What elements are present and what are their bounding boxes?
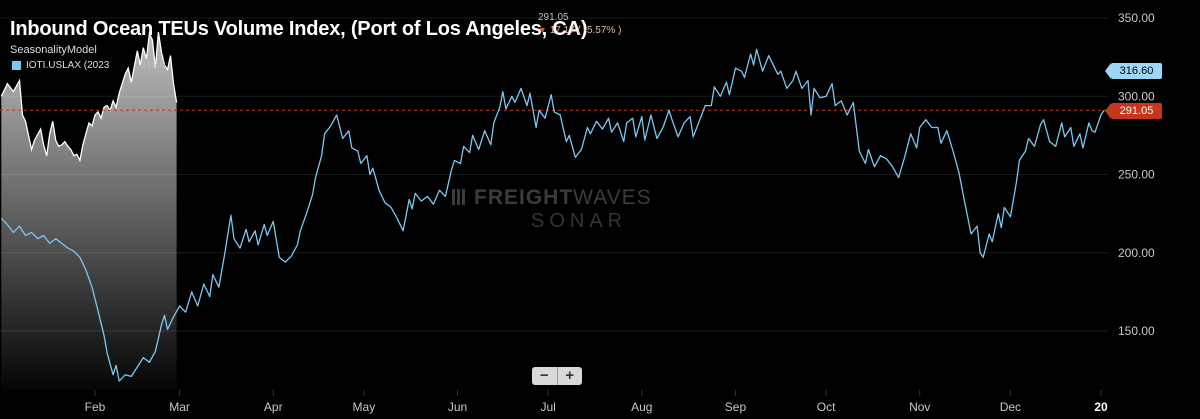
x-tick-label: Sep — [725, 400, 747, 414]
quote-percent: ( -5.57% ) — [577, 25, 622, 36]
seasonality-area — [1, 32, 177, 390]
watermark-brand-bold: FREIGHT — [474, 186, 574, 209]
quote-change: 17.17 — [549, 25, 575, 36]
x-tick-label: Jul — [540, 400, 555, 414]
x-tick-label: Jun — [448, 400, 467, 414]
legend-label: IOTI.USLAX (2023 — [26, 60, 110, 71]
legend-value: 316.6 — [140, 60, 166, 71]
grid-lines — [0, 17, 1108, 332]
seasonality-overlay — [0, 31, 178, 390]
y-tick-label: 200.00 — [1118, 246, 1155, 260]
reference-value-tag: 291.05 — [1105, 103, 1162, 119]
y-tick-label: 300.00 — [1118, 89, 1155, 103]
zoom-out-button[interactable]: − — [539, 367, 549, 384]
watermark-product: SONAR — [531, 210, 628, 232]
watermark-brand: FREIGHTWAVES — [474, 186, 652, 210]
current-value-tag: 316.60 — [1105, 63, 1162, 79]
freightwaves-logo-icon — [452, 189, 465, 205]
x-tick-label: Nov — [909, 400, 930, 414]
y-axis: 350.00 300.00 250.00 200.00 150.00 — [1118, 11, 1155, 338]
x-tick-label: Mar — [169, 400, 190, 414]
x-axis: Feb Mar Apr May Jun Jul Aug Sep Oct Nov Dec 20 — [85, 390, 1108, 414]
x-tick-label: Aug — [631, 400, 652, 414]
x-tick-label: Feb — [85, 400, 106, 414]
down-arrow-icon: ▼ — [538, 25, 547, 35]
x-tick-label: Oct — [817, 400, 836, 414]
y-tick-label: 150.00 — [1118, 324, 1155, 338]
x-tick-label: Apr — [264, 400, 283, 414]
zoom-control: − + — [532, 367, 582, 385]
legend[interactable]: IOTI.USLAX (2023 316.6 — [12, 60, 165, 71]
series-line-ioti-uslax — [0, 48, 1105, 382]
legend-swatch-icon — [12, 61, 21, 70]
zoom-in-button[interactable]: + — [565, 367, 575, 384]
watermark-brand-light: WAVES — [573, 186, 652, 209]
y-tick-label: 250.00 — [1118, 168, 1155, 182]
chart-title-block: Inbound Ocean TEUs Volume Index, (Port o… — [10, 18, 588, 41]
quote-block: 291.05 ▼ 17.17 ( -5.57% ) — [538, 12, 621, 37]
series-group — [0, 48, 1105, 382]
chart-title: Inbound Ocean TEUs Volume Index, (Port o… — [10, 18, 588, 40]
y-tick-label: 350.00 — [1118, 11, 1155, 25]
seasonality-line — [0, 31, 178, 163]
quote-change-row: ▼ 17.17 ( -5.57% ) — [538, 24, 621, 37]
x-tick-label: 20 — [1094, 400, 1108, 414]
x-tick-label: Dec — [1000, 400, 1021, 414]
quote-value: 291.05 — [538, 12, 569, 23]
x-tick-label: May — [353, 400, 376, 414]
chart-subtitle: SeasonalityModel — [10, 44, 97, 56]
zoom-divider — [556, 367, 558, 385]
